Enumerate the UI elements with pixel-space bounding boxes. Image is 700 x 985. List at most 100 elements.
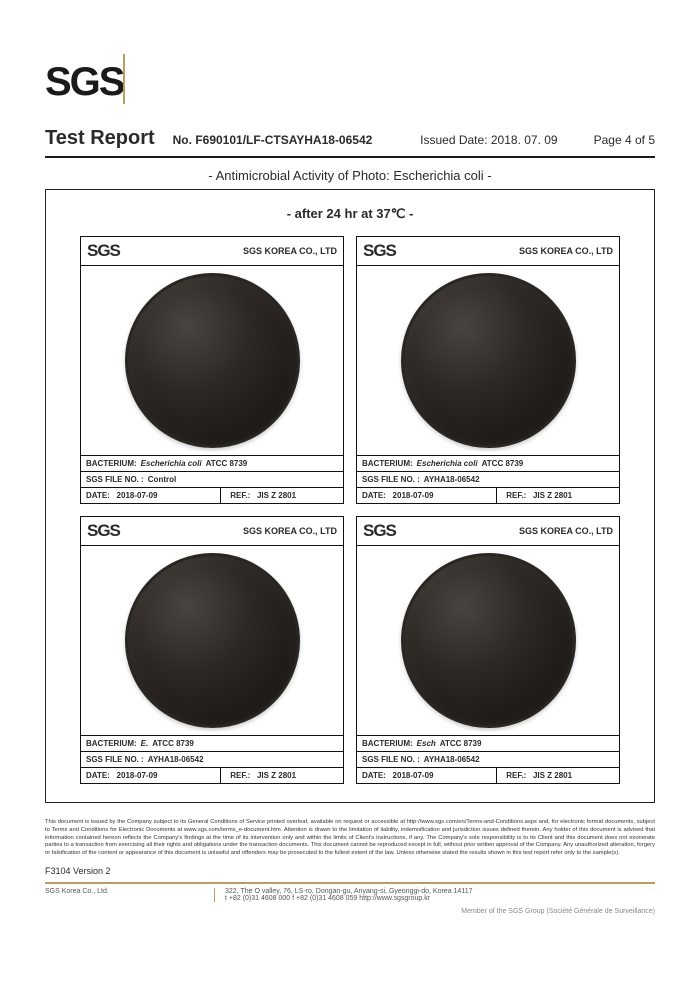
file-value: AYHA18-06542	[424, 475, 480, 484]
bacterium-label: BACTERIUM:	[86, 739, 137, 748]
card-sgs-logo: SGS	[87, 521, 120, 541]
ref-value: JIS Z 2801	[253, 771, 297, 780]
date-ref-row: DATE: 2018-07-09 REF.: JIS Z 2801	[81, 488, 343, 503]
file-value: AYHA18-06542	[424, 755, 480, 764]
ref-value: JIS Z 2801	[529, 771, 573, 780]
petri-dish-icon	[401, 553, 576, 728]
card-company: SGS KOREA CO., LTD	[519, 246, 613, 256]
file-label: SGS FILE NO. :	[362, 475, 420, 484]
sgs-logo: SGS	[45, 60, 655, 105]
date-label: Issued Date:	[420, 133, 487, 147]
date-value: 2018-07-09	[388, 491, 433, 500]
bacterium-code: ATCC 8739	[152, 739, 194, 748]
bacterium-row: BACTERIUM: E. ATCC 8739	[81, 736, 343, 752]
card-header: SGS SGS KOREA CO., LTD	[81, 517, 343, 546]
ref-label: REF.:	[230, 491, 250, 500]
petri-card: SGS SGS KOREA CO., LTD BACTERIUM: E. ATC…	[80, 516, 344, 784]
header-row: Test Report No. F690101/LF-CTSAYHA18-065…	[45, 127, 655, 158]
bacterium-label: BACTERIUM:	[362, 739, 413, 748]
bacterium-name: Escherichia coli	[417, 459, 478, 468]
report-title: Test Report	[45, 127, 155, 150]
file-row: SGS FILE NO. : Control	[81, 472, 343, 488]
footer-member: Member of the SGS Group (Société Général…	[45, 908, 655, 915]
bacterium-code: ATCC 8739	[206, 459, 248, 468]
date-value: 2018. 07. 09	[491, 133, 558, 147]
page-footer: SGS Korea Co., Ltd. 322, The O valley, 7…	[45, 882, 655, 902]
date-ref-row: DATE: 2018-07-09 REF.: JIS Z 2801	[357, 768, 619, 783]
footer-address-line1: 322, The O valley, 76, LS-ro, Dongan-gu,…	[225, 888, 655, 895]
ref-value: JIS Z 2801	[529, 491, 573, 500]
issued-date: Issued Date: 2018. 07. 09	[420, 133, 557, 147]
disclaimer-text: This document is issued by the Company s…	[45, 819, 655, 858]
ref-label: REF.:	[506, 771, 526, 780]
card-header: SGS SGS KOREA CO., LTD	[357, 517, 619, 546]
ref-cell: REF.: JIS Z 2801	[501, 488, 619, 503]
card-company: SGS KOREA CO., LTD	[243, 246, 337, 256]
petri-card: SGS SGS KOREA CO., LTD BACTERIUM: Escher…	[80, 236, 344, 504]
date-label: DATE:	[362, 771, 386, 780]
file-label: SGS FILE NO. :	[86, 755, 144, 764]
date-value: 2018-07-09	[388, 771, 433, 780]
ref-cell: REF.: JIS Z 2801	[501, 768, 619, 783]
file-value: AYHA18-06542	[148, 755, 204, 764]
petri-dish-icon	[125, 273, 300, 448]
card-header: SGS SGS KOREA CO., LTD	[81, 237, 343, 266]
petri-dish-icon	[125, 553, 300, 728]
date-label: DATE:	[362, 491, 386, 500]
date-value: 2018-07-09	[112, 771, 157, 780]
file-row: SGS FILE NO. : AYHA18-06542	[357, 472, 619, 488]
card-company: SGS KOREA CO., LTD	[519, 526, 613, 536]
file-label: SGS FILE NO. :	[362, 755, 420, 764]
date-label: DATE:	[86, 491, 110, 500]
date-ref-row: DATE: 2018-07-09 REF.: JIS Z 2801	[357, 488, 619, 503]
ref-label: REF.:	[506, 491, 526, 500]
petri-card: SGS SGS KOREA CO., LTD BACTERIUM: Esch A…	[356, 516, 620, 784]
petri-dish-image	[81, 546, 343, 736]
subtitle-activity: - Antimicrobial Activity of Photo: Esche…	[45, 168, 655, 183]
petri-dish-icon	[401, 273, 576, 448]
date-cell: DATE: 2018-07-09	[81, 768, 221, 783]
petri-dish-image	[357, 546, 619, 736]
page-number: Page 4 of 5	[594, 133, 655, 147]
ref-cell: REF.: JIS Z 2801	[225, 768, 343, 783]
no-label: No.	[173, 133, 192, 147]
file-label: SGS FILE NO. :	[86, 475, 144, 484]
subtitle-condition: - after 24 hr at 37℃ -	[80, 206, 620, 222]
petri-card: SGS SGS KOREA CO., LTD BACTERIUM: Escher…	[356, 236, 620, 504]
ref-cell: REF.: JIS Z 2801	[225, 488, 343, 503]
card-company: SGS KOREA CO., LTD	[243, 526, 337, 536]
footer-address: 322, The O valley, 76, LS-ro, Dongan-gu,…	[215, 888, 655, 902]
dish-grid: SGS SGS KOREA CO., LTD BACTERIUM: Escher…	[80, 236, 620, 784]
petri-dish-image	[357, 266, 619, 456]
no-value: F690101/LF-CTSAYHA18-06542	[195, 133, 372, 147]
bacterium-name: E.	[141, 739, 149, 748]
ref-label: REF.:	[230, 771, 250, 780]
bacterium-label: BACTERIUM:	[86, 459, 137, 468]
date-ref-row: DATE: 2018-07-09 REF.: JIS Z 2801	[81, 768, 343, 783]
petri-dish-image	[81, 266, 343, 456]
file-row: SGS FILE NO. : AYHA18-06542	[357, 752, 619, 768]
card-sgs-logo: SGS	[363, 521, 396, 541]
date-label: DATE:	[86, 771, 110, 780]
photo-frame: - after 24 hr at 37℃ - SGS SGS KOREA CO.…	[45, 189, 655, 803]
file-row: SGS FILE NO. : AYHA18-06542	[81, 752, 343, 768]
footer-address-line2: t +82 (0)31 4608 000 f +82 (0)31 4608 05…	[225, 895, 655, 902]
date-cell: DATE: 2018-07-09	[357, 488, 497, 503]
bacterium-label: BACTERIUM:	[362, 459, 413, 468]
date-cell: DATE: 2018-07-09	[357, 768, 497, 783]
date-cell: DATE: 2018-07-09	[81, 488, 221, 503]
ref-value: JIS Z 2801	[253, 491, 297, 500]
form-version: F3104 Version 2	[45, 866, 655, 876]
bacterium-name: Esch	[417, 739, 436, 748]
card-sgs-logo: SGS	[87, 241, 120, 261]
report-number: No. F690101/LF-CTSAYHA18-06542	[173, 133, 373, 147]
card-header: SGS SGS KOREA CO., LTD	[357, 237, 619, 266]
date-value: 2018-07-09	[112, 491, 157, 500]
bacterium-row: BACTERIUM: Escherichia coli ATCC 8739	[357, 456, 619, 472]
bacterium-code: ATCC 8739	[440, 739, 482, 748]
bacterium-row: BACTERIUM: Esch ATCC 8739	[357, 736, 619, 752]
bacterium-name: Escherichia coli	[141, 459, 202, 468]
bacterium-code: ATCC 8739	[482, 459, 524, 468]
file-value: Control	[148, 475, 176, 484]
card-sgs-logo: SGS	[363, 241, 396, 261]
